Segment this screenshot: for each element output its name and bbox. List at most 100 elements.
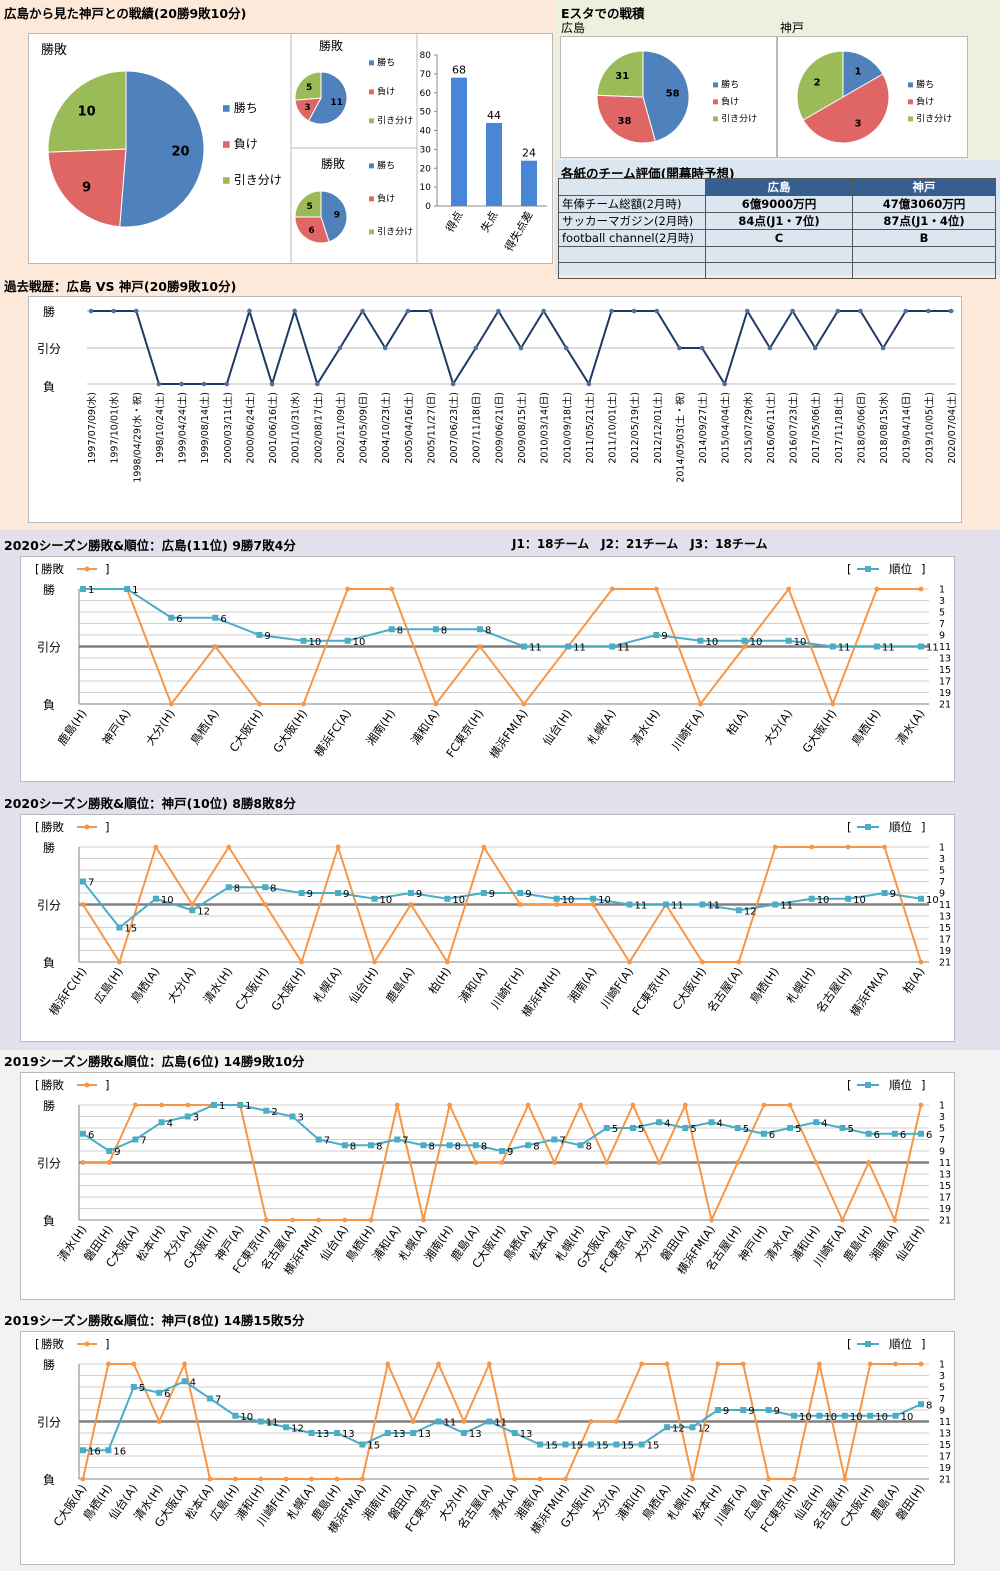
rank-point bbox=[918, 1401, 924, 1408]
result-point bbox=[664, 1361, 670, 1367]
rank-data-label: 11 bbox=[573, 643, 586, 654]
legend-label: ] bbox=[921, 1078, 926, 1092]
result-point bbox=[903, 308, 909, 314]
xtick-label: 名古屋(A) bbox=[704, 965, 745, 1015]
rank-point bbox=[613, 1441, 620, 1448]
season-2019-hiroshima-panel: [勝敗][順位] 勝引分負 1 3 5 7 9 11 13 15 17 19 21 6 9 7 4 3 1 1 2 3 7 8… bbox=[20, 1072, 955, 1300]
result-point bbox=[742, 644, 747, 649]
result-point bbox=[639, 1361, 645, 1367]
ytick-label: 80 bbox=[420, 51, 432, 61]
legend-swatch bbox=[223, 105, 230, 112]
rank-data-label: 13 bbox=[418, 1429, 431, 1440]
bar bbox=[486, 122, 502, 206]
result-point bbox=[740, 1361, 746, 1367]
result-point bbox=[627, 959, 632, 965]
rank-data-label: 11 bbox=[444, 1418, 457, 1429]
rank-data-label: 11 bbox=[671, 901, 684, 912]
draw-slice bbox=[294, 190, 322, 218]
rank-data-label: 10 bbox=[750, 637, 763, 648]
legend-label: 負け bbox=[234, 137, 258, 151]
rank-data-label: 10 bbox=[799, 1412, 812, 1423]
legend-label: 勝敗 bbox=[41, 1078, 64, 1092]
result-point bbox=[699, 345, 705, 351]
ytick-label: 勝 bbox=[43, 304, 55, 319]
rank-point bbox=[300, 637, 307, 644]
result-point bbox=[444, 959, 450, 965]
result-point bbox=[335, 844, 341, 850]
bar bbox=[521, 160, 537, 206]
loss-slice bbox=[802, 73, 890, 144]
rank-tick-label: 3 bbox=[939, 596, 945, 607]
result-point bbox=[586, 381, 592, 387]
legend-label: 順位 bbox=[889, 820, 912, 834]
result-point bbox=[867, 1361, 873, 1367]
rank-tick-label: 1 bbox=[939, 585, 945, 596]
legend-label: 勝敗 bbox=[41, 562, 64, 576]
rank-point bbox=[590, 895, 597, 902]
rank-tick-label: 11 bbox=[939, 1417, 951, 1428]
result-point bbox=[858, 308, 863, 314]
rank-data-label: 12 bbox=[697, 1423, 710, 1434]
rank-point bbox=[232, 1412, 239, 1419]
rank-point bbox=[359, 1441, 366, 1448]
history-panel: 勝引分負 1997/07/09(水) 1997/10/01(水) 1998/04/29… bbox=[28, 296, 962, 523]
rank-data-label: 5 bbox=[612, 1124, 618, 1135]
result-point bbox=[257, 701, 262, 707]
eval-cell: B bbox=[852, 229, 996, 247]
result-point bbox=[880, 345, 886, 351]
legend-swatch bbox=[713, 99, 718, 105]
result-point bbox=[787, 1102, 793, 1108]
result-point bbox=[258, 1476, 264, 1482]
rank-tick-label: 11 bbox=[939, 1158, 951, 1169]
slice-label: 9 bbox=[82, 180, 91, 195]
legend-label: 引き分け bbox=[721, 113, 757, 124]
rank-point bbox=[765, 1407, 772, 1413]
xtick-label: 2012/05/19(土) bbox=[629, 392, 641, 464]
rank-point bbox=[237, 1102, 244, 1108]
result-point bbox=[179, 381, 184, 387]
rank-point bbox=[841, 1412, 848, 1419]
rank-tick-label: 21 bbox=[939, 1475, 951, 1486]
loss-slice bbox=[47, 148, 127, 228]
ytick-label: 60 bbox=[420, 89, 432, 99]
result-point bbox=[153, 844, 159, 850]
result-point bbox=[578, 1102, 583, 1108]
result-point bbox=[269, 381, 275, 387]
rank-tick-label: 19 bbox=[939, 1204, 951, 1215]
result-point bbox=[359, 1476, 365, 1482]
result-point bbox=[473, 345, 479, 351]
rank-tick-label: 3 bbox=[939, 1371, 945, 1382]
result-point bbox=[698, 701, 703, 707]
win-slice bbox=[119, 70, 205, 228]
xtick-label: 札幌(A) bbox=[310, 965, 344, 1006]
estadium-hiroshima-label: 広島 bbox=[561, 21, 586, 35]
rank-data-label: 16 bbox=[88, 1446, 101, 1457]
eval-col-kobe: 神戸 bbox=[852, 178, 996, 196]
result-point bbox=[809, 844, 815, 850]
xtick-label: 大分(H) bbox=[143, 707, 178, 748]
result-point bbox=[835, 308, 841, 314]
legend-swatch bbox=[908, 99, 913, 105]
rank-point bbox=[116, 924, 123, 931]
legend-swatch bbox=[713, 82, 718, 88]
result-point bbox=[892, 1217, 898, 1223]
ytick-label: 50 bbox=[420, 108, 432, 118]
xtick-label: 湘南(H) bbox=[363, 707, 398, 748]
result-point bbox=[518, 345, 524, 351]
result-point bbox=[551, 1160, 557, 1165]
slice-label: 9 bbox=[334, 211, 340, 221]
rank-data-label: 6 bbox=[220, 614, 226, 625]
result-point bbox=[382, 345, 388, 351]
legend-label: 勝ち bbox=[234, 100, 258, 115]
ytick-label: 引分 bbox=[37, 1157, 61, 1171]
rank-point bbox=[656, 1119, 663, 1126]
result-point bbox=[874, 586, 880, 592]
result-point bbox=[631, 308, 637, 314]
rank-point bbox=[603, 1125, 610, 1131]
result-point bbox=[334, 1476, 340, 1482]
rank-data-label: 10 bbox=[598, 895, 611, 906]
xtick-label: 1999/04/24(土) bbox=[177, 392, 189, 464]
rank-data-label: 10 bbox=[452, 895, 465, 906]
